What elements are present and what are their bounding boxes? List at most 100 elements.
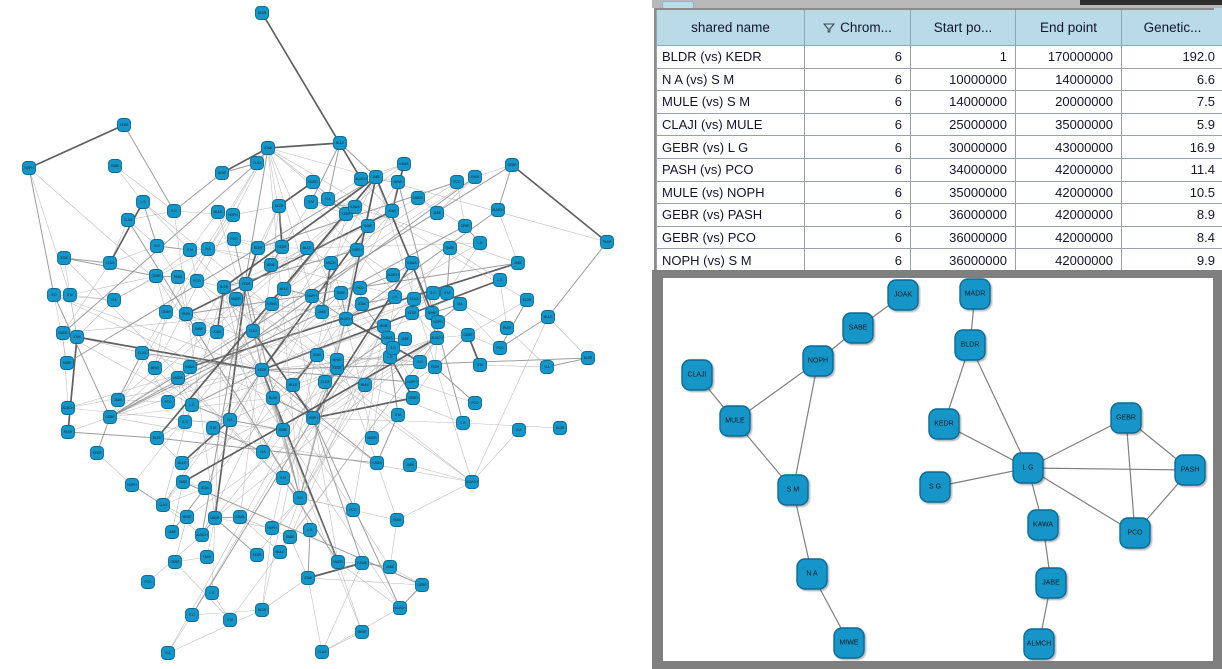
network-node[interactable]: MIWE: [264, 258, 278, 272]
node-shape[interactable]: [928, 408, 960, 440]
network-edge-GEBR-PCO[interactable]: [1125, 417, 1136, 534]
node-shape[interactable]: [397, 157, 411, 171]
network-node[interactable]: N A: [512, 423, 526, 437]
network-node[interactable]: KEDR: [239, 277, 253, 291]
network-edge[interactable]: [174, 561, 231, 621]
network-edge[interactable]: [127, 210, 175, 221]
node-shape[interactable]: [300, 241, 314, 255]
node-shape[interactable]: [493, 273, 507, 287]
network-node[interactable]: JABE: [403, 458, 417, 472]
node-shape[interactable]: [369, 170, 383, 184]
network-node[interactable]: N A: [321, 192, 335, 206]
main-network-graph[interactable]: BLDR KEDR MULE NOPH SABE JOAK CLAJI MIWE MADR KAW…: [0, 0, 652, 669]
network-edge[interactable]: [162, 176, 377, 506]
network-edge[interactable]: [307, 577, 323, 653]
node-shape[interactable]: [304, 195, 318, 209]
node-shape[interactable]: [211, 205, 225, 219]
network-node[interactable]: N A: [201, 242, 215, 256]
network-edge[interactable]: [165, 147, 269, 313]
network-edge[interactable]: [174, 516, 188, 563]
node-shape[interactable]: [168, 555, 182, 569]
network-edge[interactable]: [312, 318, 347, 419]
network-edge[interactable]: [312, 247, 451, 419]
node-shape[interactable]: [450, 175, 464, 189]
network-node[interactable]: MULE: [286, 378, 300, 392]
node-shape[interactable]: [403, 458, 417, 472]
network-edge[interactable]: [261, 12, 362, 180]
network-node[interactable]: BLDR: [581, 351, 595, 365]
network-edge[interactable]: [217, 211, 301, 499]
network-edge[interactable]: [191, 609, 263, 616]
network-edge[interactable]: [239, 516, 291, 538]
network-edge[interactable]: [171, 487, 206, 533]
network-node[interactable]: MULE: [358, 378, 372, 392]
node-shape[interactable]: [511, 256, 525, 270]
network-node[interactable]: PCO: [141, 575, 155, 589]
network-edge[interactable]: [67, 369, 263, 409]
network-edge[interactable]: [389, 519, 398, 568]
network-edge[interactable]: [471, 316, 549, 483]
network-node[interactable]: JABE: [398, 332, 412, 346]
node-shape[interactable]: [198, 481, 212, 495]
cell-value[interactable]: 43000000: [1015, 135, 1122, 159]
network-edge[interactable]: [109, 201, 144, 264]
network-edge[interactable]: [53, 294, 263, 371]
cell-value[interactable]: 6: [804, 180, 911, 205]
cell-value[interactable]: 36000000: [910, 225, 1016, 250]
node-shape[interactable]: [405, 375, 419, 389]
node-shape[interactable]: [303, 523, 317, 537]
network-edge[interactable]: [267, 147, 347, 320]
network-node[interactable]: L G: [205, 586, 219, 600]
network-node-BLDR[interactable]: BLDR: [954, 329, 986, 361]
network-node[interactable]: JABE: [165, 525, 179, 539]
node-shape[interactable]: [493, 341, 507, 355]
network-node[interactable]: S M: [304, 195, 318, 209]
node-shape[interactable]: [431, 315, 445, 329]
network-edge[interactable]: [446, 242, 481, 294]
network-node-NA[interactable]: N A: [796, 558, 828, 590]
network-node[interactable]: S M: [223, 613, 237, 627]
network-node[interactable]: ALMCH: [386, 268, 400, 282]
node-shape[interactable]: [346, 503, 360, 517]
column-header-start-po-[interactable]: Start po...: [910, 10, 1016, 46]
network-node[interactable]: SABE: [108, 159, 122, 173]
cell-value[interactable]: 5.9: [1121, 112, 1222, 137]
filter-icon[interactable]: [823, 23, 836, 33]
node-shape[interactable]: [159, 305, 173, 319]
network-edge[interactable]: [462, 422, 561, 429]
network-node[interactable]: JOAK: [310, 348, 324, 362]
node-shape[interactable]: [391, 175, 405, 189]
node-shape[interactable]: [178, 415, 192, 429]
node-shape[interactable]: [354, 172, 368, 186]
network-node[interactable]: CLAJI: [315, 645, 329, 659]
table-row[interactable]: MULE (vs) S M 6 14000000 20000000 7.5: [656, 90, 1222, 114]
node-shape[interactable]: [370, 456, 384, 470]
network-edge[interactable]: [261, 210, 393, 371]
network-node-MIWE[interactable]: MIWE: [833, 627, 865, 659]
node-shape[interactable]: [185, 398, 199, 412]
network-node-SM[interactable]: S M: [777, 474, 809, 506]
network-node[interactable]: JOAK: [210, 325, 224, 339]
node-shape[interactable]: [167, 204, 181, 218]
node-shape[interactable]: [411, 191, 425, 205]
network-node[interactable]: MIWE: [330, 353, 344, 367]
node-shape[interactable]: [117, 118, 131, 132]
cell-value[interactable]: 11.4: [1121, 157, 1222, 182]
network-edge[interactable]: [229, 338, 406, 421]
network-node-MULE[interactable]: MULE: [719, 405, 751, 437]
node-shape[interactable]: [47, 288, 61, 302]
cell-value[interactable]: 35000000: [1015, 112, 1122, 137]
node-shape[interactable]: [150, 431, 164, 445]
node-shape[interactable]: [150, 239, 164, 253]
node-shape[interactable]: [919, 471, 951, 503]
network-node[interactable]: MADR: [411, 191, 425, 205]
node-shape[interactable]: [333, 136, 347, 150]
node-shape[interactable]: [239, 277, 253, 291]
network-node[interactable]: MIWE: [215, 166, 229, 180]
network-node[interactable]: L G: [185, 398, 199, 412]
network-node[interactable]: N A: [453, 297, 467, 311]
network-edge[interactable]: [267, 147, 339, 563]
node-shape[interactable]: [265, 297, 279, 311]
network-node[interactable]: L G: [473, 236, 487, 250]
node-shape[interactable]: [540, 360, 554, 374]
